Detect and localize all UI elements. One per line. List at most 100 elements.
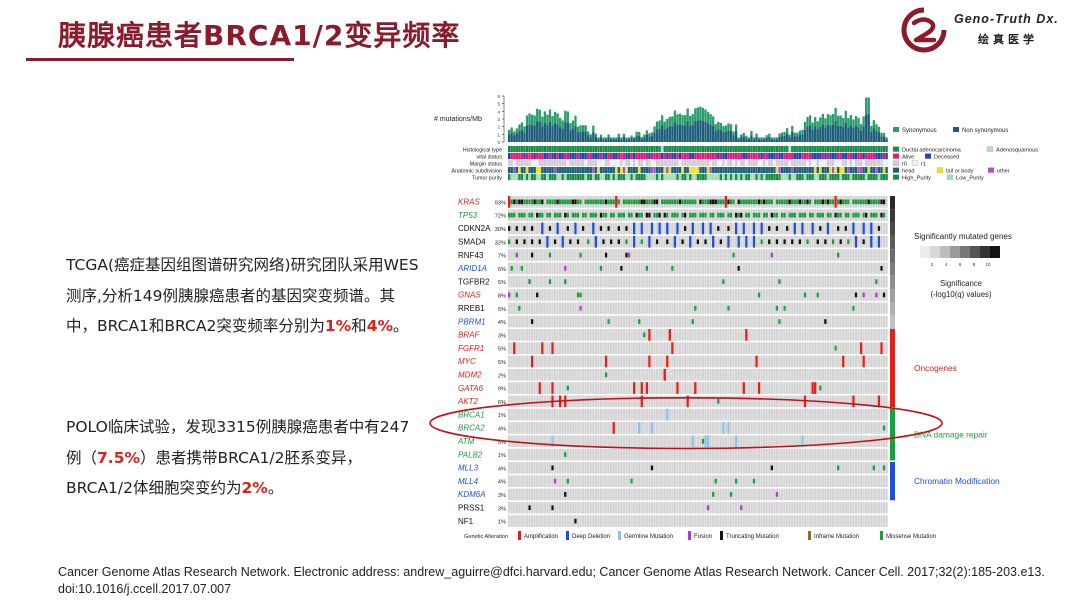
oncoprint-cell <box>536 475 539 487</box>
oncoprint-cell <box>844 235 847 248</box>
alteration-mark <box>811 212 814 218</box>
clinical-cell <box>712 167 715 174</box>
oncoprint-cell <box>699 262 702 275</box>
oncoprint-cell <box>599 275 603 288</box>
alteration-mark <box>564 266 567 271</box>
clinical-cell <box>872 146 876 153</box>
oncoprint-cell <box>880 475 883 487</box>
alteration-mark <box>681 199 684 205</box>
clinical-cell <box>620 146 623 153</box>
oncoprint-cell <box>594 222 597 235</box>
alteration-mark <box>778 319 781 324</box>
oncoprint-cell <box>610 368 613 381</box>
alteration-mark <box>824 199 827 205</box>
oncoprint-cell <box>508 462 511 474</box>
clinical-cell <box>811 160 814 167</box>
oncoprint-cell <box>630 342 633 354</box>
oncoprint-cell <box>765 342 768 354</box>
oncoprint-cell <box>722 355 725 368</box>
oncoprint-cell <box>530 475 534 487</box>
oncoprint-cell <box>778 235 781 248</box>
oncoprint-cell <box>831 222 835 235</box>
alteration-mark <box>622 212 626 218</box>
oncoprint-cell <box>678 408 682 421</box>
tmb-bar-nonsynonymous <box>778 136 781 142</box>
oncoprint-cell <box>655 475 659 487</box>
oncoprint-cell <box>849 262 852 275</box>
oncoprint-cell <box>597 435 600 448</box>
oncoprint-cell <box>717 435 720 448</box>
oncoprint-cell <box>791 475 794 487</box>
gene-label-gata6: GATA6 <box>458 384 484 393</box>
oncoprint-cell <box>520 302 523 315</box>
tmb-bar-nonsynonymous <box>819 126 822 142</box>
alteration-mark <box>576 199 580 205</box>
oncoprint-cell <box>803 435 807 448</box>
oncoprint-cell <box>681 249 684 261</box>
oncoprint-cell <box>814 342 817 354</box>
oncoprint-cell <box>538 262 541 275</box>
oncoprint-cell <box>625 368 628 381</box>
oncoprint-cell <box>668 488 671 501</box>
oncoprint-cell <box>765 395 768 408</box>
oncoprint-cell <box>640 448 643 461</box>
oncoprint-cell <box>875 302 878 315</box>
oncoprint-cell <box>653 262 656 275</box>
oncoprint-cell <box>515 448 518 461</box>
oncoprint-cell <box>709 302 712 315</box>
oncoprint-cell <box>701 275 705 288</box>
gene-frequency-rnf43: 7% <box>498 254 506 260</box>
oncoprint-cell <box>546 382 549 394</box>
oncoprint-cell <box>842 235 845 248</box>
tmb-bar-synonymous <box>880 132 883 137</box>
oncoprint-cell <box>791 315 794 328</box>
oncoprint-cell <box>750 448 753 461</box>
alteration-mark <box>607 199 610 205</box>
oncoprint-cell <box>536 382 539 394</box>
clinical-cell <box>538 160 541 167</box>
clinical-cell <box>530 160 534 167</box>
oncoprint-cell <box>724 275 728 288</box>
oncoprint-cell <box>612 435 615 448</box>
alteration-mark <box>757 382 761 394</box>
oncoprint-cell <box>622 448 626 461</box>
tmb-bar-synonymous <box>796 132 799 137</box>
alteration-mark <box>648 329 651 341</box>
alteration-mark <box>836 212 840 218</box>
oncoprint-cell <box>556 302 559 315</box>
clinical-cell <box>875 146 878 153</box>
alteration-mark <box>666 239 669 245</box>
tmb-bar-nonsynonymous <box>597 139 600 142</box>
oncoprint-cell <box>673 342 677 354</box>
oncoprint-cell <box>857 462 860 474</box>
oncoprint-cell <box>655 262 659 275</box>
alteration-mark <box>569 239 572 245</box>
alteration-mark <box>701 438 705 444</box>
oncoprint-cell <box>865 235 868 248</box>
oncoprint-cell <box>852 342 855 354</box>
clinical-cell <box>571 174 575 181</box>
oncoprint-cell <box>722 408 725 421</box>
oncoprint-cell <box>872 408 875 421</box>
alteration-mark <box>604 199 608 205</box>
oncoprint-cell <box>678 488 682 501</box>
oncoprint-cell <box>622 249 626 261</box>
oncoprint-cell <box>780 302 784 315</box>
tmb-bar-synonymous <box>518 124 521 132</box>
oncoprint-cell <box>671 315 674 328</box>
clinical-cell <box>663 146 666 153</box>
tmb-bar-nonsynonymous <box>508 134 511 142</box>
oncoprint-cell <box>811 275 814 288</box>
oncoprint-cell <box>791 448 794 461</box>
oncoprint-cell <box>706 488 710 501</box>
oncoprint-cell <box>599 329 603 341</box>
oncoprint-cell <box>699 422 702 434</box>
oncoprint-cell <box>635 275 638 288</box>
oncoprint-cell <box>538 395 541 408</box>
alteration-mark <box>645 266 649 271</box>
tmb-bar-nonsynonymous <box>630 137 633 142</box>
tmb-bar-nonsynonymous <box>566 123 569 142</box>
alteration-mark <box>816 199 819 205</box>
oncoprint-cell <box>816 222 819 235</box>
clinical-cell <box>877 160 881 167</box>
